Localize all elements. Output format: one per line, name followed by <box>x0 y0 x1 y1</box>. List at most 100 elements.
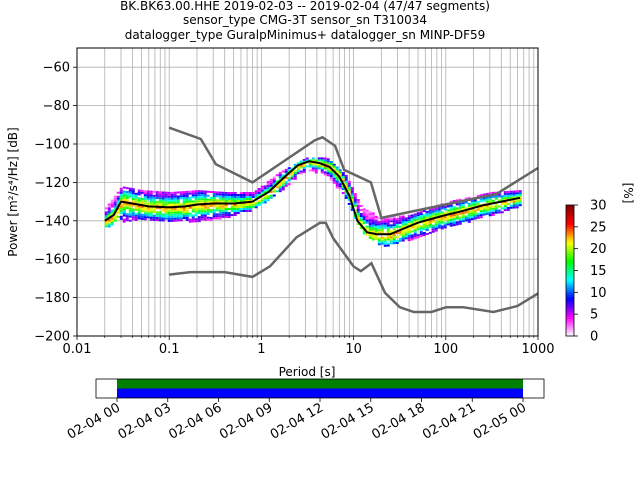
psd-probability-cell <box>380 230 384 233</box>
psd-probability-cell <box>134 204 138 207</box>
psd-probability-cell <box>194 210 198 213</box>
psd-probability-cell <box>506 196 510 199</box>
psd-probability-cell <box>194 196 198 199</box>
psd-probability-cell <box>512 204 516 207</box>
psd-probability-cell <box>230 200 234 202</box>
psd-probability-cell <box>191 192 195 195</box>
psd-probability-cell <box>428 215 432 218</box>
psd-probability-cell <box>374 223 378 226</box>
psd-probability-cell <box>494 211 498 214</box>
psd-probability-cell <box>485 198 489 201</box>
psd-probability-cell <box>188 206 192 209</box>
psd-probability-cell <box>278 186 282 189</box>
psd-probability-cell <box>119 207 123 210</box>
psd-probability-cell <box>404 217 408 220</box>
psd-probability-cell <box>386 230 390 233</box>
psd-probability-cell <box>155 219 159 222</box>
psd-probability-cell <box>326 158 330 161</box>
psd-probability-cell <box>209 200 213 203</box>
psd-probability-cell <box>149 196 153 199</box>
psd-probability-cell <box>164 207 168 210</box>
colorbar-swatch <box>566 222 574 226</box>
psd-probability-cell <box>434 227 438 230</box>
colorbar-swatch <box>566 296 574 300</box>
psd-probability-cell <box>170 217 174 220</box>
psd-probability-cell <box>197 192 201 195</box>
psd-probability-cell <box>479 198 483 201</box>
psd-probability-cell <box>215 207 219 210</box>
psd-probability-cell <box>404 225 408 228</box>
psd-probability-cell <box>362 232 366 235</box>
psd-probability-cell <box>356 211 360 214</box>
psd-probability-cell <box>131 190 135 193</box>
psd-probability-cell <box>515 190 519 193</box>
psd-probability-cell <box>134 212 138 215</box>
psd-probability-cell <box>356 217 360 220</box>
psd-probability-cell <box>242 208 246 210</box>
psd-probability-cell <box>137 217 141 220</box>
psd-probability-cell <box>203 196 207 199</box>
psd-probability-cell <box>380 220 384 223</box>
psd-probability-cell <box>176 217 180 220</box>
psd-probability-cell <box>479 208 483 211</box>
psd-probability-cell <box>263 191 267 194</box>
psd-probability-cell <box>257 199 261 202</box>
psd-probability-cell <box>221 199 225 202</box>
psd-probability-cell <box>215 205 219 208</box>
psd-probability-cell <box>218 197 222 200</box>
psd-probability-cell <box>473 213 477 216</box>
psd-probability-cell <box>125 205 129 208</box>
psd-probability-cell <box>203 218 207 221</box>
psd-probability-cell <box>137 215 141 218</box>
psd-probability-cell <box>365 213 369 216</box>
psd-probability-cell <box>320 167 324 170</box>
psd-probability-cell <box>296 172 300 175</box>
psd-probability-cell <box>128 189 132 192</box>
psd-probability-cell <box>227 212 231 214</box>
psd-probability-cell <box>236 204 240 206</box>
psd-probability-cell <box>515 194 519 197</box>
psd-probability-cell <box>344 184 348 187</box>
psd-probability-cell <box>440 227 444 230</box>
psd-probability-cell <box>335 184 339 187</box>
psd-probability-cell <box>239 206 243 208</box>
psd-probability-cell <box>143 198 147 201</box>
psd-probability-cell <box>284 180 288 183</box>
psd-probability-cell <box>179 211 183 214</box>
psd-probability-cell <box>125 215 129 218</box>
psd-probability-cell <box>236 210 240 212</box>
psd-probability-cell <box>125 207 129 210</box>
psd-probability-cell <box>218 191 222 194</box>
psd-probability-cell <box>188 212 192 215</box>
psd-probability-cell <box>212 213 216 216</box>
psd-probability-cell <box>299 172 303 175</box>
psd-probability-cell <box>494 207 498 210</box>
psd-probability-cell <box>116 211 120 214</box>
psd-probability-cell <box>305 157 309 160</box>
psd-probability-cell <box>227 196 231 198</box>
psd-probability-cell <box>467 210 471 213</box>
psd-probability-cell <box>200 192 204 195</box>
psd-probability-cell <box>329 171 333 174</box>
psd-probability-cell <box>380 224 384 227</box>
psd-probability-cell <box>203 190 207 193</box>
colorbar-swatch <box>566 285 574 289</box>
psd-probability-cell <box>134 194 138 197</box>
psd-probability-cell <box>503 207 507 210</box>
y-tick-label: −100 <box>34 138 70 153</box>
psd-probability-cell <box>356 199 360 202</box>
psd-probability-cell <box>125 213 129 216</box>
psd-probability-cell <box>191 206 195 209</box>
psd-probability-cell <box>140 215 144 218</box>
psd-probability-cell <box>452 218 456 221</box>
psd-probability-cell <box>122 198 126 201</box>
psd-probability-cell <box>239 196 243 198</box>
psd-probability-cell <box>395 223 399 226</box>
psd-probability-cell <box>344 174 348 177</box>
colorbar-swatch <box>566 270 574 274</box>
psd-probability-cell <box>389 220 393 223</box>
psd-probability-cell <box>299 166 303 169</box>
psd-probability-cell <box>392 218 396 221</box>
psd-probability-cell <box>110 217 114 220</box>
psd-probability-cell <box>419 231 423 234</box>
